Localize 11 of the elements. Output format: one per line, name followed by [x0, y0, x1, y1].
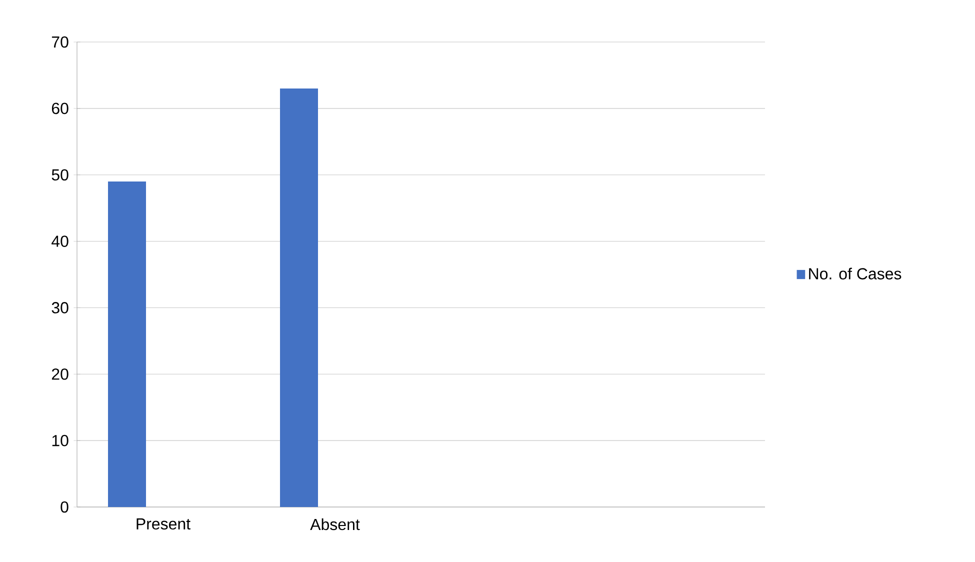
y-tick-label: 10: [52, 434, 68, 446]
legend-label: No. of Cases: [809, 268, 902, 280]
y-tick-label: 50: [52, 169, 68, 181]
y-tick-label: 60: [52, 102, 68, 114]
y-tick-label: 70: [52, 36, 68, 48]
y-tick-label: 0: [60, 501, 68, 513]
y-tick-label: 20: [52, 368, 68, 380]
y-tick-label: 30: [52, 302, 68, 314]
x-tick-label: Present: [136, 518, 190, 530]
y-tick-label: 40: [52, 236, 68, 247]
x-tick-label: Absent: [310, 518, 360, 530]
